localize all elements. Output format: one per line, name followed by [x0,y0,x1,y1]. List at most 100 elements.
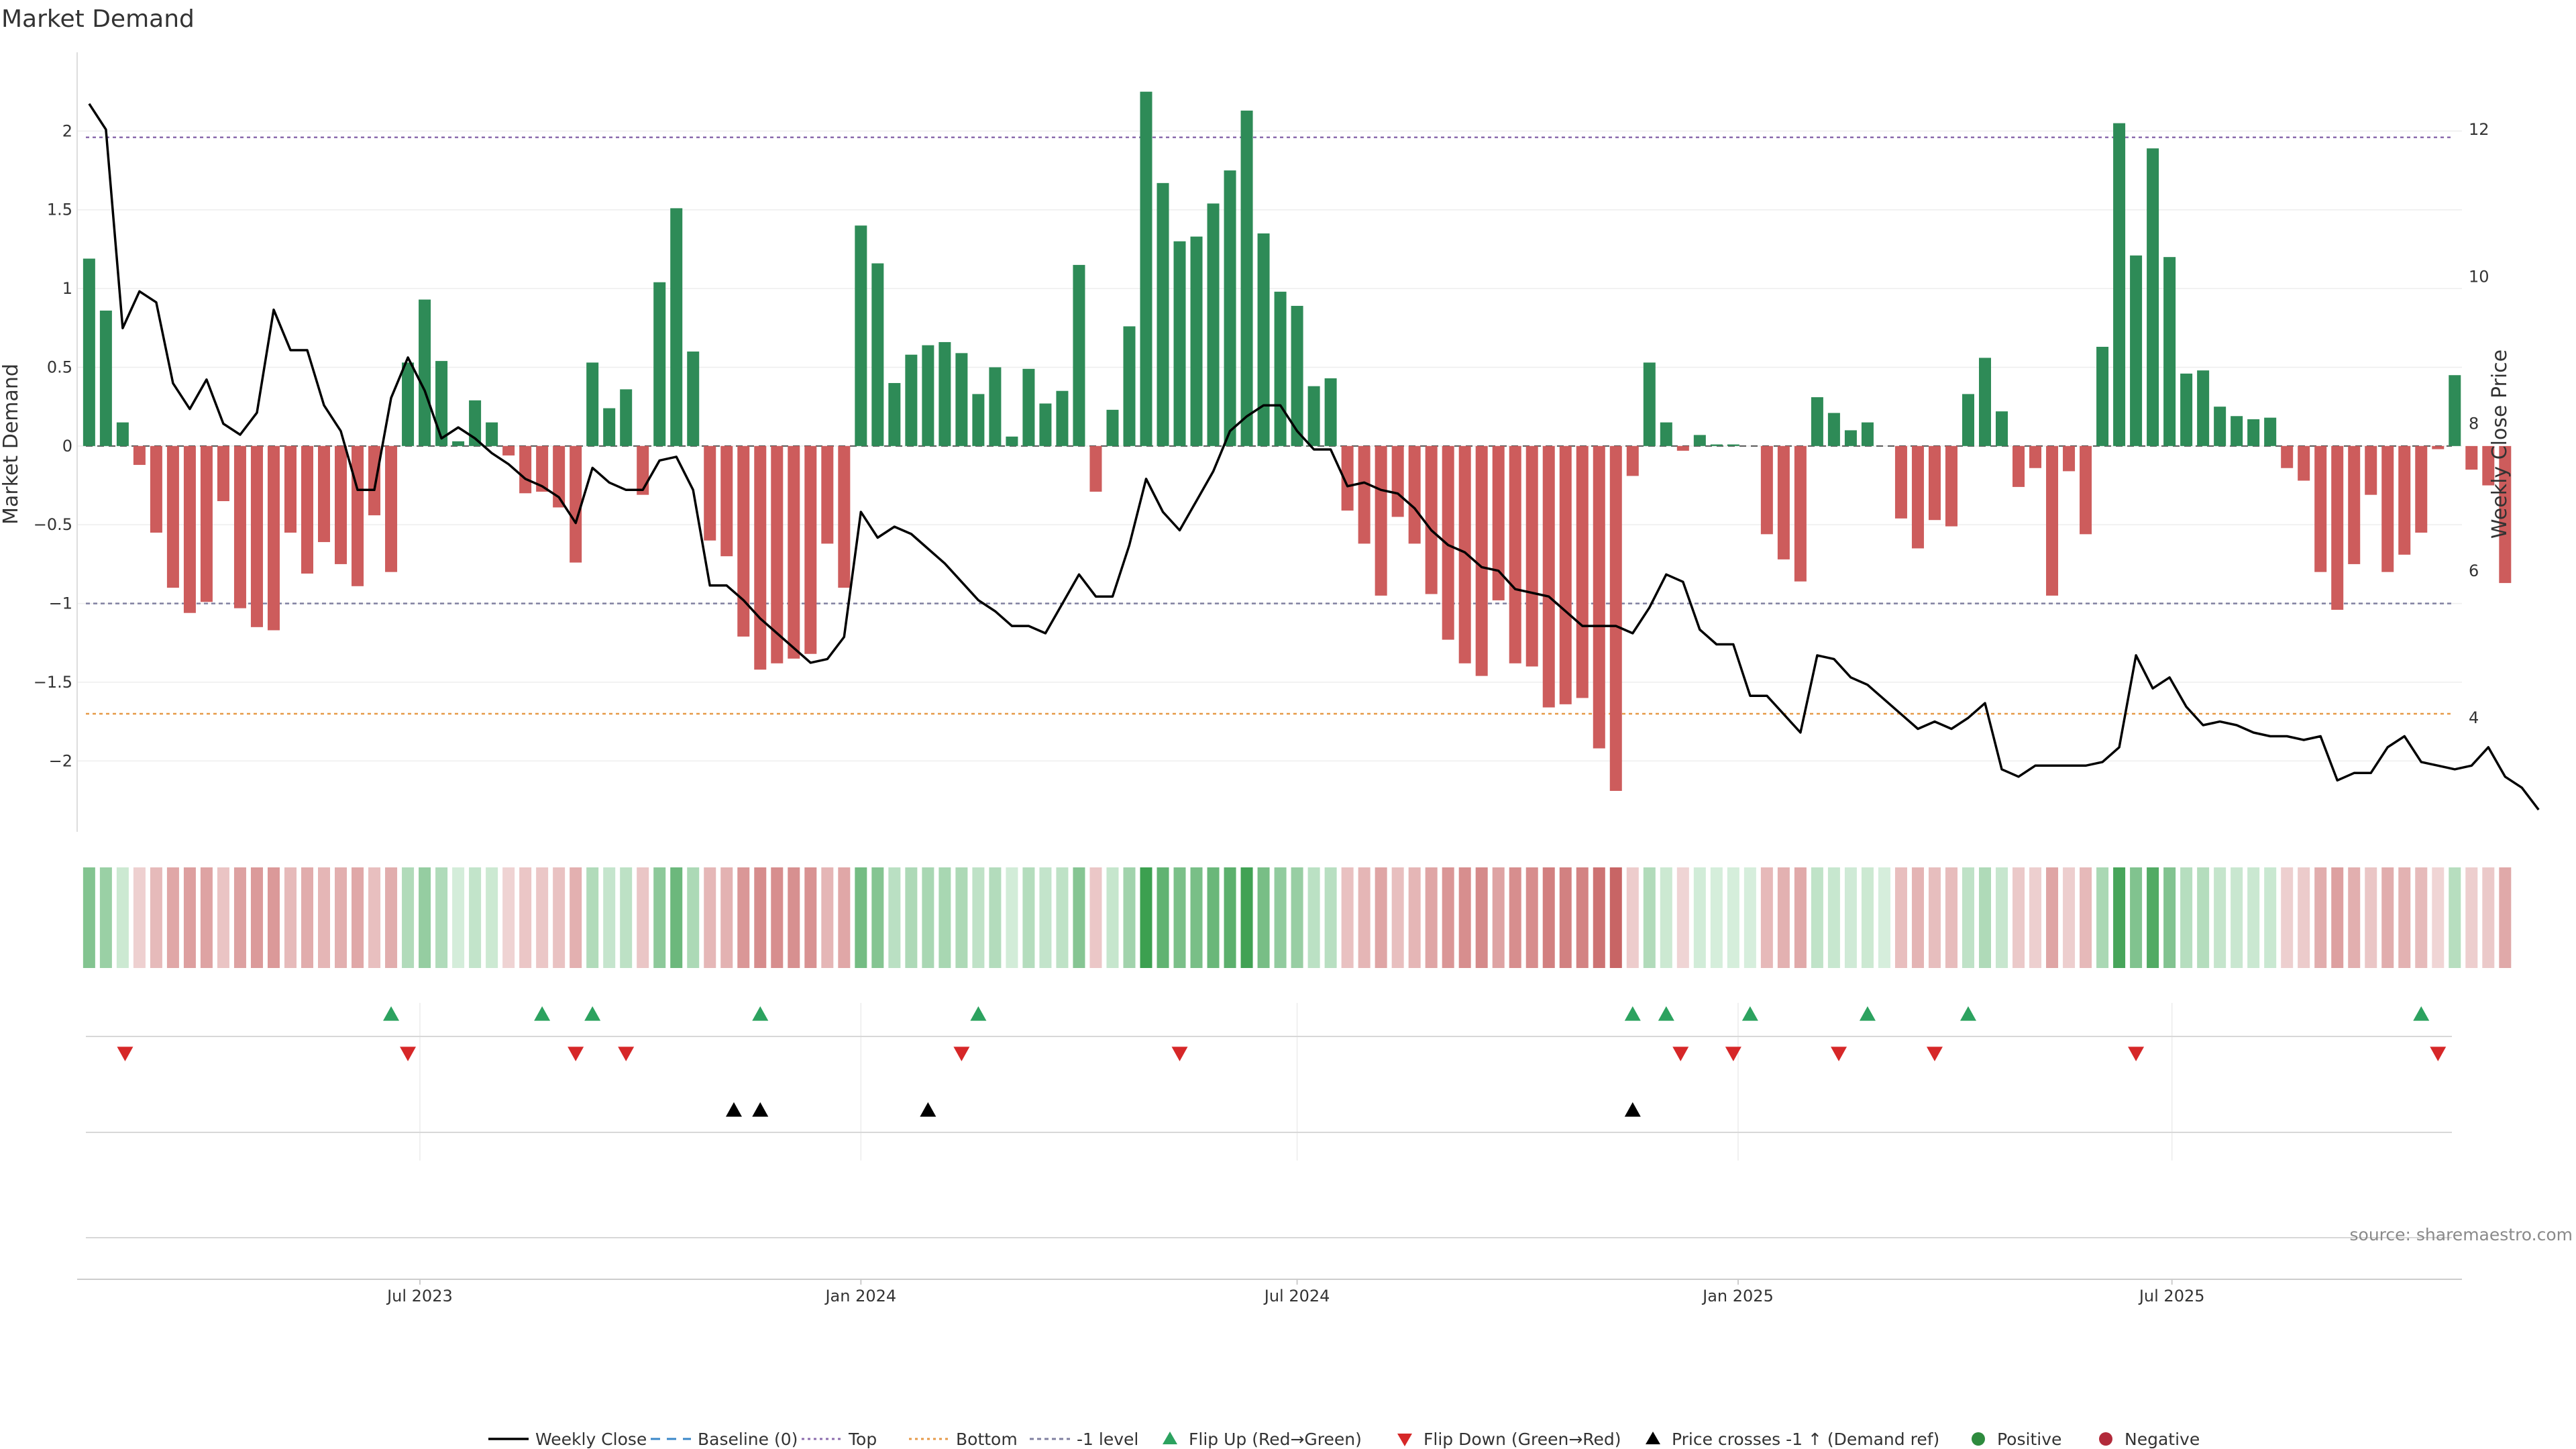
y-tick-label: 2 [62,121,72,140]
negative-demand-bar [2432,445,2445,449]
heat-cell [637,867,649,968]
heat-cell [2314,867,2327,968]
flip-down-marker [1831,1046,1847,1061]
negative-demand-bar [368,445,381,516]
negative-demand-bar [2415,445,2428,533]
negative-demand-bar [553,445,566,508]
legend-item: Price crosses -1 ↑ (Demand ref) [1646,1430,1939,1449]
negative-demand-bar [1777,445,1790,559]
heat-cell [2147,867,2159,968]
heat-cell [2449,867,2461,968]
legend-item: Flip Down (Green→Red) [1397,1430,1621,1449]
positive-demand-bar [2130,255,2143,446]
heat-cell [1542,867,1555,968]
positive-demand-bar [1257,233,1270,446]
positive-demand-bar [1207,203,1220,446]
heat-cell [1576,867,1589,968]
x-axis-ticks: Jul 2023 Jan 2024 Jul 2024 Jan 2025 Jul 2025 [386,1279,2205,1305]
y2-tick-label: 6 [2469,561,2479,580]
heat-cell [1341,867,1354,968]
heat-cell [855,867,867,968]
flip-down-marker [1672,1046,1689,1061]
heat-cell [1978,867,1992,968]
heat-cell [352,867,364,968]
heat-cell [1475,867,1488,968]
negative-demand-bar [1425,445,1438,594]
heat-cell [452,867,465,968]
heat-cell [771,867,784,968]
heat-cell [1643,867,1656,968]
heat-cell [1375,867,1387,968]
heat-cell [704,867,716,968]
heat-cell [888,867,901,968]
negative-demand-bar [1794,445,1807,582]
heat-cell [1458,867,1471,968]
negative-demand-bar [1408,445,1421,544]
positive-demand-bar [1844,430,1857,446]
positive-demand-bar [1190,236,1203,446]
negative-demand-bar [1458,445,1471,663]
legend-item: -1 level [1030,1430,1138,1449]
flip-up-marker [2413,1006,2430,1021]
legend-label: Baseline (0) [698,1430,798,1449]
heat-cell [955,867,968,968]
positive-demand-bar [1324,378,1337,446]
heat-cell [821,867,834,968]
x-tick-label: Jul 2025 [2138,1287,2205,1305]
negative-demand-bar [183,445,196,613]
negative-demand-bar [233,445,246,608]
heat-cell [905,867,918,968]
positive-demand-bar [1056,390,1069,446]
positive-demand-bar [1643,362,1656,446]
heat-cell [620,867,633,968]
positive-demand-bar [1827,413,1840,446]
legend-swatch-flip-down [1397,1434,1412,1446]
y-axis-ticks: 2 1.5 1 0.5 0 −0.5 −1 −1.5 −2 12 10 8 6 4 [34,120,2489,770]
positive-demand-bar [2163,257,2176,446]
positive-demand-bar [1224,170,1236,446]
positive-demand-bar [83,258,95,446]
heat-cell [2012,867,2025,968]
legend-item: Flip Up (Red→Green) [1163,1430,1362,1449]
heat-cell [1962,867,1974,968]
heat-cell [486,867,498,968]
legend-item: Baseline (0) [651,1430,798,1449]
positive-demand-bar [586,362,599,446]
flip-up-marker [1960,1006,1976,1021]
positive-demand-bar [938,341,951,446]
negative-demand-bar [352,445,364,586]
flip-up-marker [752,1006,769,1021]
event-markers [117,1006,2447,1117]
heat-cell [1509,867,1521,968]
heat-cell [469,867,482,968]
positive-demand-bar [2096,346,2109,446]
flip-up-marker [1658,1006,1674,1021]
negative-demand-bar [804,445,817,654]
positive-demand-bar [888,382,901,446]
positive-demand-bar [419,299,431,446]
negative-demand-bar [2331,445,2344,610]
y-tick-label: −0.5 [34,515,72,534]
heat-cell [1274,867,1287,968]
heat-cell [2197,867,2210,968]
heat-cell [2298,867,2310,968]
price-cross-marker [1624,1102,1641,1117]
positive-demand-bar [603,408,616,446]
positive-demand-bar [2214,407,2226,446]
negative-demand-bar [217,445,229,502]
heat-cell [2096,867,2109,968]
positive-demand-bar [1006,436,1018,446]
flip-up-marker [534,1006,551,1021]
legend-item: Weekly Close [488,1430,647,1449]
negative-demand-bar [704,445,716,541]
positive-demand-bar [2247,419,2260,446]
positive-demand-bar [922,345,934,446]
heat-cell [2482,867,2495,968]
negative-demand-bar [2012,445,2025,487]
x-tick-label: Jul 2024 [1263,1287,1330,1305]
heat-cell [267,867,280,968]
heat-cell [1928,867,1941,968]
positive-demand-bar [1039,403,1052,446]
heat-cell [2130,867,2143,968]
heat-cell [2264,867,2277,968]
